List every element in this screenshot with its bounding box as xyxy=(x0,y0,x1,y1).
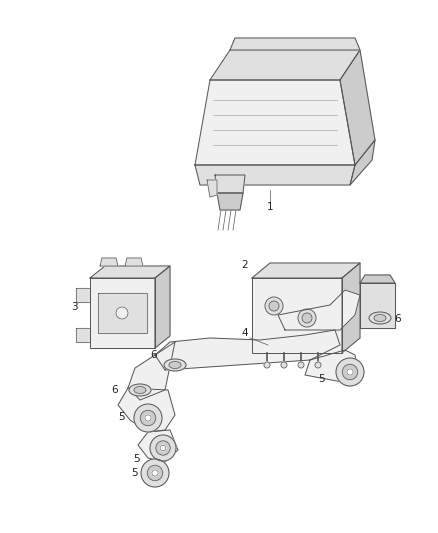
Polygon shape xyxy=(155,330,340,370)
Polygon shape xyxy=(278,290,360,330)
Circle shape xyxy=(145,415,151,421)
Circle shape xyxy=(302,313,312,323)
Text: 5: 5 xyxy=(318,374,325,384)
Circle shape xyxy=(116,307,128,319)
Circle shape xyxy=(156,441,170,455)
Circle shape xyxy=(134,404,162,432)
Circle shape xyxy=(281,362,287,368)
Circle shape xyxy=(343,364,358,379)
Text: 6: 6 xyxy=(150,350,157,360)
Polygon shape xyxy=(76,288,90,302)
Text: 5: 5 xyxy=(118,412,125,422)
Polygon shape xyxy=(215,175,245,193)
Polygon shape xyxy=(118,388,175,432)
Polygon shape xyxy=(76,328,90,342)
Circle shape xyxy=(298,362,304,368)
Polygon shape xyxy=(138,430,178,462)
Polygon shape xyxy=(360,283,395,328)
Polygon shape xyxy=(342,263,360,353)
Ellipse shape xyxy=(134,386,146,393)
Polygon shape xyxy=(305,350,358,382)
Text: 3: 3 xyxy=(71,302,78,312)
Ellipse shape xyxy=(164,359,186,371)
Text: 1: 1 xyxy=(267,202,273,212)
Polygon shape xyxy=(100,258,118,266)
Ellipse shape xyxy=(369,312,391,324)
Circle shape xyxy=(298,309,316,327)
Polygon shape xyxy=(230,38,360,50)
Circle shape xyxy=(152,470,158,476)
Text: 5: 5 xyxy=(131,468,138,478)
Polygon shape xyxy=(90,266,170,278)
Polygon shape xyxy=(195,80,355,165)
Polygon shape xyxy=(350,140,375,185)
Circle shape xyxy=(160,445,166,451)
Polygon shape xyxy=(195,165,355,185)
Circle shape xyxy=(265,297,283,315)
Polygon shape xyxy=(207,180,217,197)
Circle shape xyxy=(141,459,169,487)
Polygon shape xyxy=(217,193,243,210)
Circle shape xyxy=(269,301,279,311)
Polygon shape xyxy=(252,263,360,278)
Text: 2: 2 xyxy=(241,260,248,270)
Text: 5: 5 xyxy=(134,454,140,464)
Circle shape xyxy=(336,358,364,386)
Polygon shape xyxy=(340,50,375,165)
Circle shape xyxy=(150,435,176,461)
Polygon shape xyxy=(360,275,395,283)
Text: 6: 6 xyxy=(394,314,401,324)
Polygon shape xyxy=(210,50,360,80)
Ellipse shape xyxy=(374,314,386,321)
Text: 6: 6 xyxy=(111,385,118,395)
Circle shape xyxy=(264,362,270,368)
Polygon shape xyxy=(128,342,175,400)
Circle shape xyxy=(315,362,321,368)
Polygon shape xyxy=(252,278,342,353)
Polygon shape xyxy=(90,278,155,348)
Circle shape xyxy=(140,410,155,426)
Ellipse shape xyxy=(169,361,181,368)
Polygon shape xyxy=(155,266,170,348)
Text: 4: 4 xyxy=(241,328,248,338)
Polygon shape xyxy=(98,293,147,333)
Polygon shape xyxy=(125,258,143,266)
Circle shape xyxy=(347,369,353,375)
Circle shape xyxy=(147,465,162,481)
Ellipse shape xyxy=(129,384,151,396)
